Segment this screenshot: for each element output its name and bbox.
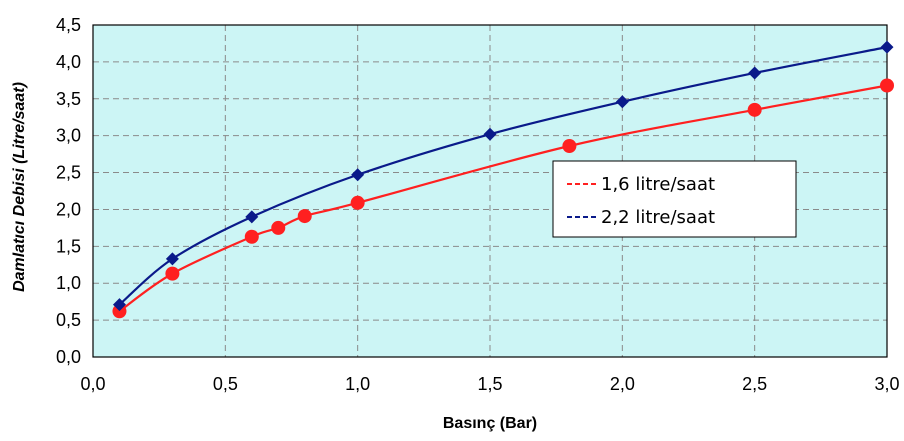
x-tick-label: 2,5: [742, 374, 767, 394]
data-point: [271, 220, 286, 235]
y-tick-label: 2,5: [56, 163, 81, 183]
y-axis-ticks: 0,0 0,5 1,0 1,5 2,0 2,5 3,0 3,5 4,0 4,5: [56, 15, 81, 367]
legend-label-2: 2,2 litre/saat: [601, 207, 715, 228]
data-point: [244, 229, 259, 244]
x-tick-label: 0,5: [213, 374, 238, 394]
y-axis-title: Damlatıcı Debisi (Litre/saat): [11, 82, 28, 292]
data-point: [165, 266, 180, 281]
series-1: [112, 78, 894, 319]
data-point: [112, 298, 126, 312]
data-point: [615, 95, 629, 109]
data-point: [483, 127, 497, 141]
y-tick-label: 3,0: [56, 126, 81, 146]
data-point: [165, 252, 179, 266]
series-line: [118, 84, 888, 313]
data-point: [350, 195, 365, 210]
y-tick-label: 1,0: [56, 273, 81, 293]
legend: 1,6 litre/saat 2,2 litre/saat: [552, 160, 797, 238]
y-tick-label: 4,5: [56, 15, 81, 35]
x-tick-label: 1,5: [477, 374, 502, 394]
y-tick-label: 4,0: [56, 52, 81, 72]
y-tick-label: 2,0: [56, 199, 81, 219]
y-tick-label: 0,5: [56, 310, 81, 330]
data-point: [112, 304, 127, 319]
y-tick-label: 1,5: [56, 236, 81, 256]
data-point: [747, 102, 762, 117]
y-tick-label: 3,5: [56, 89, 81, 109]
data-point: [245, 210, 259, 224]
x-tick-label: 2,0: [610, 374, 635, 394]
x-tick-label: 0,0: [80, 374, 105, 394]
data-point: [748, 66, 762, 80]
series-2: [112, 40, 894, 312]
x-axis-title: Basınç (Bar): [443, 415, 537, 432]
data-point: [880, 40, 894, 54]
data-point: [297, 209, 312, 224]
data-point: [562, 138, 577, 153]
plot-border: [92, 24, 888, 358]
legend-box: [552, 160, 797, 238]
gridlines: [93, 25, 887, 357]
data-point: [351, 168, 365, 182]
legend-label-1: 1,6 litre/saat: [601, 174, 715, 195]
x-axis-ticks: 0,0 0,5 1,0 1,5 2,0 2,5 3,0: [80, 374, 899, 394]
x-tick-label: 3,0: [874, 374, 899, 394]
x-tick-label: 1,0: [345, 374, 370, 394]
y-tick-label: 0,0: [56, 347, 81, 367]
data-point: [880, 78, 894, 93]
series-layer: [112, 40, 894, 319]
